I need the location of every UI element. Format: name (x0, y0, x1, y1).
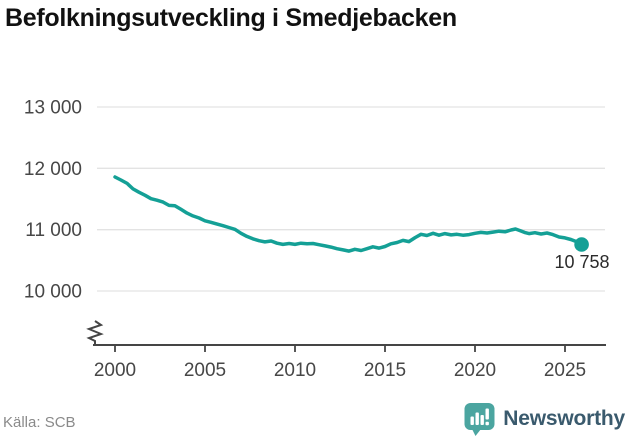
x-axis: 2000 2005 2010 2015 2020 2025 (86, 320, 606, 381)
latest-value-label: 10 758 (554, 252, 609, 272)
gridlines (97, 106, 605, 292)
newsworthy-logo[interactable]: Newsworthy (464, 402, 625, 436)
y-tick-12000: 12 000 (24, 159, 82, 180)
axis-break-icon (86, 320, 104, 345)
x-tick-2015: 2015 (364, 360, 406, 381)
population-line (113, 175, 584, 253)
y-tick-13000: 13 000 (24, 98, 82, 119)
x-axis-ticks (114, 345, 566, 352)
x-axis-labels: 2000 2005 2010 2015 2020 2025 (94, 360, 586, 381)
source-note: Källa: SCB (3, 414, 76, 431)
latest-point-dot (574, 237, 589, 252)
x-tick-2025: 2025 (544, 360, 586, 381)
x-tick-2005: 2005 (184, 360, 226, 381)
page-title: Befolkningsutveckling i Smedjebacken (5, 4, 457, 32)
x-tick-2020: 2020 (454, 360, 496, 381)
newsworthy-bubble-chart-icon (464, 403, 495, 436)
brand-name: Newsworthy (503, 407, 625, 430)
y-axis-labels: 13 000 12 000 11 000 10 000 (24, 98, 82, 303)
y-tick-11000: 11 000 (25, 220, 82, 241)
x-tick-2000: 2000 (94, 360, 136, 381)
y-tick-10000: 10 000 (24, 282, 82, 303)
x-tick-2010: 2010 (274, 360, 316, 381)
